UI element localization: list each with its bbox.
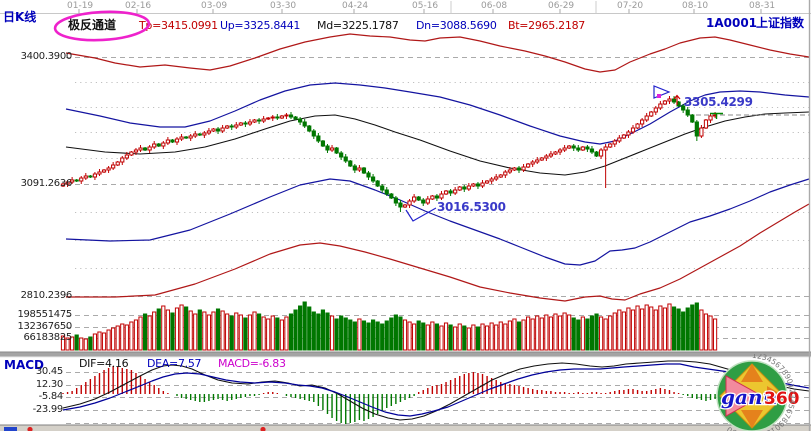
logo-text-360: 360: [764, 389, 800, 409]
price-axis-2810: 2810.2396: [20, 290, 73, 301]
channel-value-up: Up=3325.8441: [220, 19, 301, 32]
macd-pane-title[interactable]: MACD: [4, 358, 44, 372]
date-tick-label: 06-29: [548, 1, 575, 11]
macd-dea-value: DEA=7.57: [147, 357, 202, 370]
date-tick-label: 05-16: [412, 1, 439, 11]
channel-value-md: Md=3225.1787: [317, 19, 399, 32]
logo-text-gann: gann: [721, 385, 777, 409]
volume-axis-198m: 198551475: [17, 309, 72, 320]
symbol-name[interactable]: 上证指数: [756, 16, 805, 30]
price-axis-3400: 3400.3900: [20, 51, 73, 62]
macd-axis-12: 12.30: [35, 379, 63, 390]
logo-pink-triangle: [725, 375, 764, 417]
channel-value-tp: Tp=3415.0991: [139, 19, 218, 32]
macd-hist-value: MACD=-6.83: [218, 357, 286, 370]
channel-value-bt: Bt=2965.2187: [508, 19, 585, 32]
macd-axis-m5: -5.84: [38, 391, 64, 402]
symbol-code[interactable]: 1A0001: [706, 16, 758, 30]
macd-axis-30: 30.45: [35, 366, 63, 377]
gann360-logo: gann 360 123456789012345678901234567890: [710, 354, 810, 431]
date-tick-label: 08-31: [749, 1, 776, 11]
channel-value-dn: Dn=3088.5690: [416, 19, 497, 32]
date-tick-label: 01-19: [67, 1, 94, 11]
date-tick-label: 06-08: [481, 1, 508, 11]
logo-triangle-top: [741, 364, 763, 382]
panel-type-label[interactable]: 日K线: [3, 10, 37, 24]
volume-axis-132m: 132367650: [17, 321, 72, 332]
high-price-annotation: 3305.4299: [684, 95, 753, 109]
volume-axis-66m: 66183825: [23, 332, 73, 343]
low-price-annotation: 3016.5300: [437, 200, 506, 214]
date-tick-label: 08-10: [682, 1, 709, 11]
logo-triangle-right: [767, 386, 784, 406]
price-axis-3091: 3091.2636: [20, 178, 73, 189]
date-tick-label: 03-09: [201, 1, 228, 11]
date-tick-label: 02-16: [125, 1, 152, 11]
date-tick-label: 04-24: [342, 1, 369, 11]
macd-axis-m23: -23.99: [32, 404, 64, 415]
macd-dif-value: DIF=4.16: [79, 357, 129, 370]
logo-triangle-bottom: [741, 410, 763, 428]
channel-indicator-label[interactable]: 极反通道: [68, 18, 117, 32]
date-tick-label: 07-20: [617, 1, 644, 11]
date-tick-label: 03-30: [270, 1, 297, 11]
